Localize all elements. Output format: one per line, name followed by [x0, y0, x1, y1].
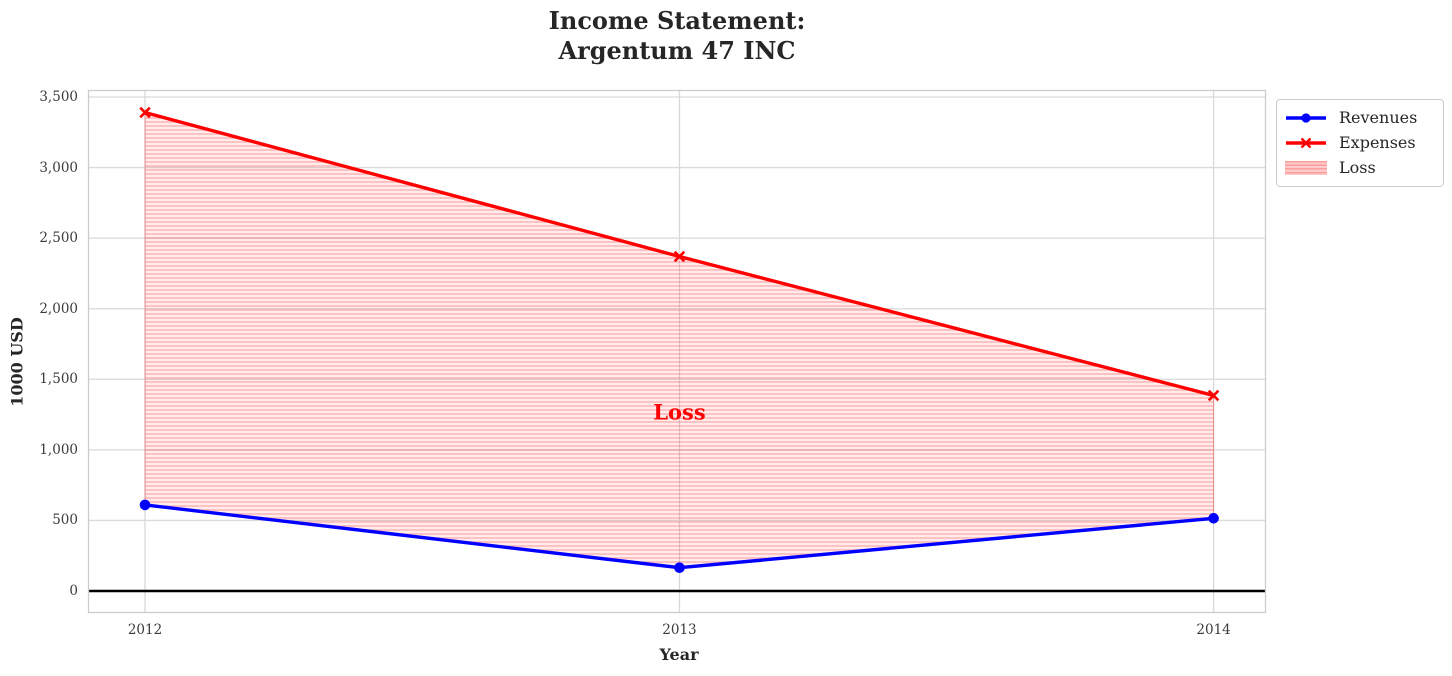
- legend-item-expenses: Expenses: [1285, 134, 1429, 152]
- revenues-marker: [139, 499, 151, 511]
- legend-item-revenues: Revenues: [1285, 109, 1429, 127]
- expenses-line-icon: [1286, 137, 1326, 149]
- x-tick-label: 2013: [662, 622, 697, 638]
- revenues-marker: [674, 562, 685, 574]
- legend-label-expenses: Expenses: [1339, 133, 1416, 152]
- axes-spines: [87, 89, 1267, 614]
- legend: Revenues Expenses Loss: [1276, 99, 1444, 187]
- y-tick-label: 2,000: [39, 300, 78, 317]
- y-tick-label: 0: [69, 583, 78, 599]
- expenses-marker: [673, 250, 686, 263]
- revenues-line-icon: [1286, 113, 1326, 123]
- expenses-marker: [139, 106, 151, 119]
- legend-label-revenues: Revenues: [1339, 108, 1418, 127]
- y-tick-label: 3,000: [39, 159, 78, 176]
- y-tick-label: 3,500: [39, 88, 78, 105]
- y-tick-label: 2,500: [39, 230, 78, 247]
- y-tick-label: 1,000: [39, 441, 78, 458]
- revenues-marker: [1208, 513, 1219, 524]
- loss-annotation: Loss: [653, 399, 706, 425]
- legend-item-loss: Loss: [1285, 159, 1429, 177]
- chart-title-line1: Income Statement:: [548, 6, 806, 35]
- loss-hatch-swatch-icon: [1285, 161, 1327, 175]
- legend-label-loss: Loss: [1339, 158, 1376, 177]
- expenses-marker: [1207, 389, 1220, 402]
- y-tick-label: 500: [52, 512, 78, 529]
- chart-title-line2: Argentum 47 INC: [558, 36, 796, 65]
- y-tick-label: 1,500: [39, 371, 78, 388]
- chart-title: Income Statement: Argentum 47 INC: [88, 6, 1266, 66]
- x-tick-label: 2014: [1196, 622, 1231, 638]
- x-tick-label: 2012: [127, 622, 163, 638]
- x-axis-label: Year: [659, 645, 699, 664]
